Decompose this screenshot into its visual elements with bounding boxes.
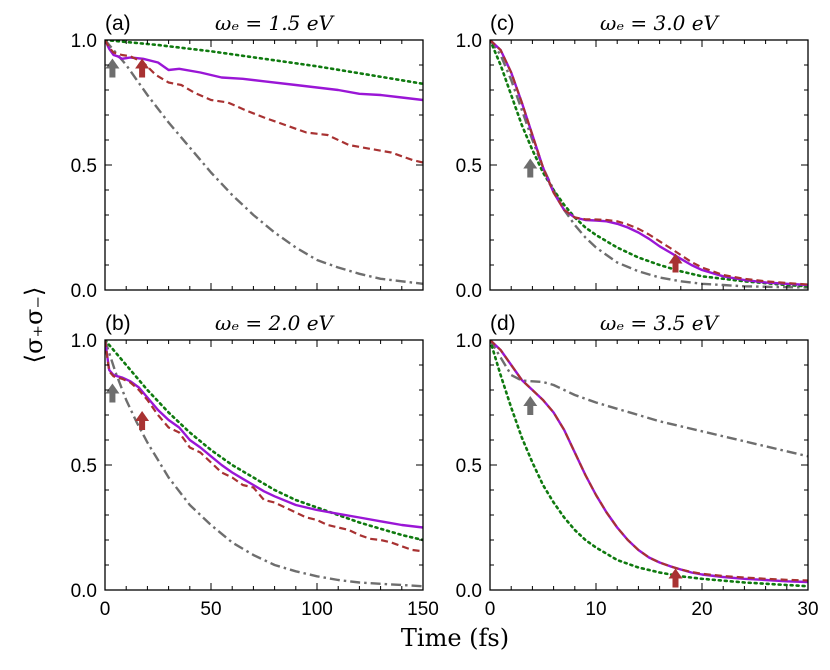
y-tick-label: 0.0 xyxy=(456,581,482,602)
dashdot-series-line xyxy=(105,340,423,588)
panel-1: 0.0 0.5 1.0 (c) ωₑ = 3.0 eV xyxy=(456,11,809,302)
y-axis-title: ⟨σ₊σ₋⟩ xyxy=(20,287,48,364)
y-tick-label: 0.5 xyxy=(71,456,97,477)
panel-label: (c) xyxy=(490,12,515,35)
panel-3: 0.0 0.5 1.0 0 10 20 30 (d) ωₑ = 3.5 eV xyxy=(456,311,819,620)
series-group xyxy=(490,340,808,588)
x-tick-label: 10 xyxy=(585,599,606,620)
dashed-series-line xyxy=(490,340,808,582)
dashdot-series-line xyxy=(490,340,808,458)
x-tick-label: 30 xyxy=(797,599,818,620)
panel-2: 0.0 0.5 1.0 0 50 100 150 (b) ωₑ = 2.0 eV xyxy=(71,311,439,620)
gray-arrow-marker xyxy=(105,58,120,78)
panel-label: (b) xyxy=(105,312,131,335)
y-tick-label: 1.0 xyxy=(71,31,97,52)
y-tick-label: 0.0 xyxy=(71,581,97,602)
y-tick-label: 0.0 xyxy=(71,281,97,302)
panel-title: ωₑ = 3.5 eV xyxy=(600,311,721,335)
red-arrow-marker xyxy=(135,411,150,430)
solid-series-line xyxy=(490,340,808,584)
y-tick-label: 1.0 xyxy=(456,331,482,352)
dashed-series-line xyxy=(490,40,808,286)
y-tick-label: 0.5 xyxy=(456,156,482,177)
axes-frame xyxy=(104,339,424,591)
panel-title: ωₑ = 3.0 eV xyxy=(600,11,721,35)
x-tick-label: 20 xyxy=(691,599,712,620)
axes-frame xyxy=(489,339,809,591)
panels: 0.0 0.5 1.0 (a) ωₑ = 1.5 eV 0.0 0.5 1.0 (c) ωₑ = … xyxy=(71,11,819,620)
x-tick-label: 50 xyxy=(200,599,221,620)
x-tick-label: 150 xyxy=(407,599,439,620)
panel-label: (a) xyxy=(105,12,131,35)
panel-0: 0.0 0.5 1.0 (a) ωₑ = 1.5 eV xyxy=(71,11,424,302)
y-tick-label: 1.0 xyxy=(456,31,482,52)
x-tick-label: 0 xyxy=(100,599,111,620)
red-arrow-marker xyxy=(668,568,683,588)
dotted-series-line xyxy=(105,40,423,86)
dotted-series-line xyxy=(490,40,808,288)
red-arrow-marker xyxy=(668,253,683,273)
series-group xyxy=(105,40,423,285)
dashdot-series-line xyxy=(105,40,423,285)
x-tick-label: 0 xyxy=(485,599,496,620)
x-tick-label: 100 xyxy=(301,599,333,620)
y-tick-label: 1.0 xyxy=(71,331,97,352)
dotted-series-line xyxy=(490,340,808,588)
solid-series-line xyxy=(105,340,423,529)
panel-title: ωₑ = 2.0 eV xyxy=(215,311,336,335)
gray-arrow-marker xyxy=(523,158,538,178)
axes-frame xyxy=(104,39,424,291)
gray-arrow-marker xyxy=(105,383,120,403)
panel-label: (d) xyxy=(490,312,516,335)
series-group xyxy=(105,340,423,588)
panel-title: ωₑ = 1.5 eV xyxy=(215,11,336,35)
solid-series-line xyxy=(105,40,423,102)
gray-arrow-marker xyxy=(523,396,538,415)
x-axis-title: Time (fs) xyxy=(401,624,509,652)
red-arrow-marker xyxy=(135,58,150,78)
dotted-series-line xyxy=(105,340,423,542)
axes-frame xyxy=(489,39,809,291)
y-tick-label: 0.0 xyxy=(456,281,482,302)
dashed-series-line xyxy=(105,40,423,164)
dashed-series-line xyxy=(105,340,423,553)
series-group xyxy=(490,40,808,289)
dashdot-series-line xyxy=(490,40,808,289)
y-tick-label: 0.5 xyxy=(456,456,482,477)
y-tick-label: 0.5 xyxy=(71,156,97,177)
